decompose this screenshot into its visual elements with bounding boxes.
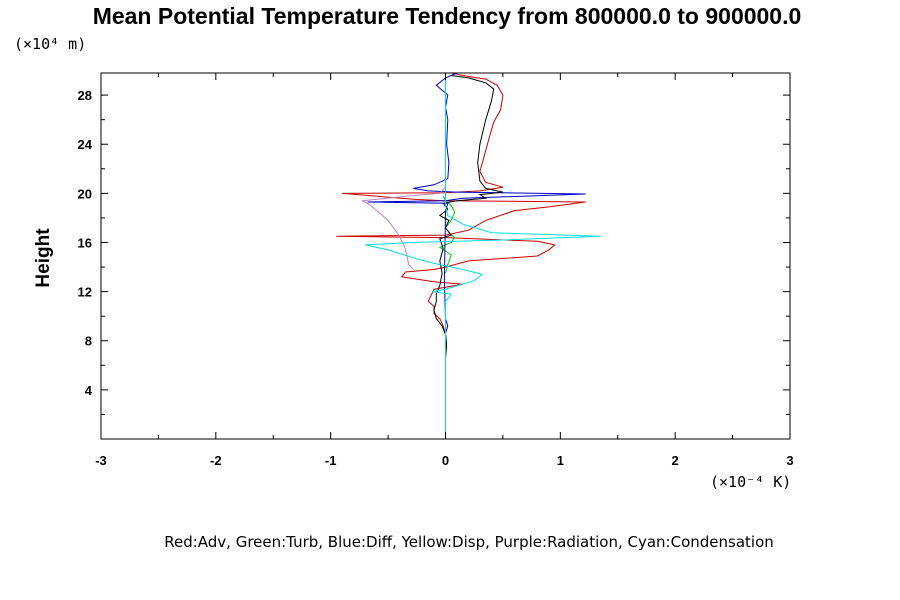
series-line-diff: [367, 72, 586, 334]
x-axis: -3 -2 -1 0 1 2 3: [95, 73, 794, 468]
x-tick-label: 0: [442, 453, 449, 468]
series-line-radiation: [361, 186, 446, 270]
x-tick-label: 3: [786, 453, 793, 468]
y-tick-label: 20: [78, 186, 92, 201]
y-tick-label: 8: [85, 334, 92, 349]
x-scale-label: (×10⁻⁴ K): [710, 473, 791, 491]
y-tick-label: 12: [78, 285, 92, 300]
series-line-black: [433, 75, 504, 356]
x-tick-label: -2: [210, 453, 222, 468]
y-tick-label: 28: [78, 88, 92, 103]
y-tick-label: 24: [78, 137, 93, 152]
series-group: [336, 72, 601, 437]
x-tick-label: -3: [95, 453, 107, 468]
y-scale-label: (×10⁴ m): [14, 35, 86, 53]
chart-title: Mean Potential Temperature Tendency from…: [93, 3, 802, 29]
y-axis: 4 8 12 16 20 24 28: [78, 88, 790, 415]
x-tick-label: 2: [672, 453, 679, 468]
series-line-adv: [336, 72, 586, 360]
y-tick-label: 4: [85, 383, 93, 398]
x-tick-label: -1: [325, 453, 337, 468]
x-tick-label: 1: [557, 453, 564, 468]
series-line-condensation: [364, 73, 601, 437]
y-axis-label: Height: [33, 228, 54, 288]
y-tick-label: 16: [78, 235, 92, 250]
legend-text: Red:Adv, Green:Turb, Blue:Diff, Yellow:D…: [164, 533, 774, 551]
